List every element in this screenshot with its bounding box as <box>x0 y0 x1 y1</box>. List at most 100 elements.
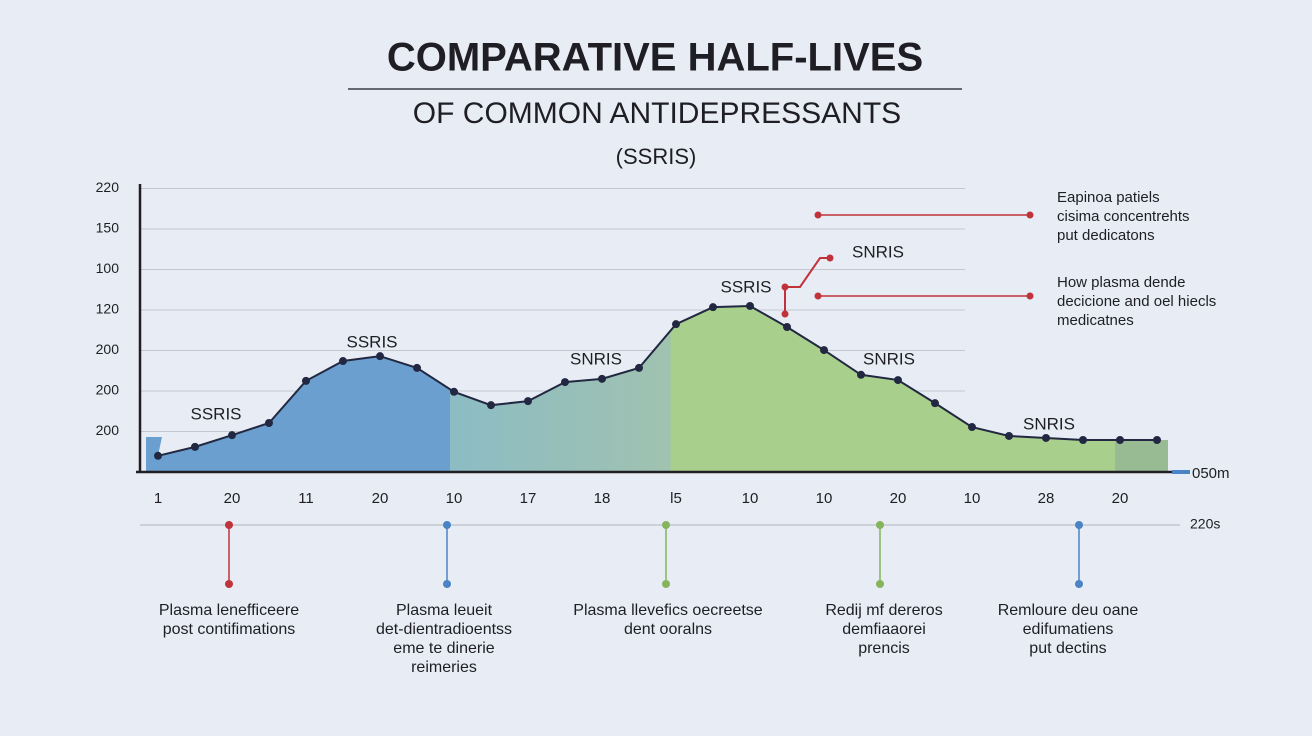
callout-text: demfiaaorei <box>842 621 926 638</box>
x-tick-label: 10 <box>816 490 833 507</box>
note-text: decicione and oel hiecls <box>1057 293 1216 310</box>
point <box>302 376 310 385</box>
callout-text: reimeries <box>411 659 477 676</box>
point <box>413 363 421 372</box>
y-tick-label: 150 <box>96 220 120 236</box>
area <box>146 305 1168 472</box>
point <box>1153 436 1161 445</box>
note-text: Eapinoa patiels <box>1057 189 1160 206</box>
connector-dot <box>781 310 789 318</box>
x-tick-label: 11 <box>298 490 314 507</box>
point <box>598 374 606 383</box>
note-text: cisima concentrehts <box>1057 208 1190 225</box>
point <box>1042 433 1050 442</box>
connector-dot <box>814 292 822 300</box>
connector-dot <box>781 283 789 291</box>
callout-text: Redij mf dereros <box>825 602 942 619</box>
x-tick-label: 17 <box>520 490 537 507</box>
point <box>228 431 236 440</box>
point <box>968 423 976 432</box>
point <box>1079 436 1087 445</box>
annotation: SNRIS <box>863 349 915 368</box>
x-tick-label: 20 <box>1112 490 1129 507</box>
annotation: SNRIS <box>852 242 904 261</box>
note-text: medicatnes <box>1057 312 1134 329</box>
callout-text: eme te dinerie <box>393 640 494 657</box>
point <box>857 370 865 379</box>
callout-text: put dectins <box>1029 640 1106 657</box>
x-tick-label: 10 <box>446 490 463 507</box>
pin-dot <box>443 521 451 529</box>
annotation: SNRIS <box>570 349 622 368</box>
line <box>157 304 1157 457</box>
x-tick-label: 28 <box>1038 490 1055 507</box>
connector-dot <box>826 254 834 262</box>
y-tick-label: 120 <box>96 301 120 317</box>
callout-text: prencis <box>858 640 910 657</box>
x-tick-label: 20 <box>372 490 389 507</box>
pin-dot <box>443 580 451 588</box>
y-tick-label: 200 <box>96 341 120 357</box>
point <box>894 376 902 385</box>
pin-dot <box>1075 521 1083 529</box>
point <box>931 399 939 408</box>
y-tick-label: 100 <box>96 260 120 276</box>
point <box>265 418 273 427</box>
x-tick-label: 20 <box>224 490 241 507</box>
pin-dot <box>1075 580 1083 588</box>
point <box>1116 436 1124 445</box>
point <box>672 320 680 329</box>
point <box>191 442 199 451</box>
y-tick-label: 200 <box>96 382 120 398</box>
connector-dot <box>1026 211 1034 219</box>
point <box>635 363 643 372</box>
point <box>709 303 717 312</box>
pin-dot <box>225 521 233 529</box>
axis-end-label: 220s <box>1190 516 1220 532</box>
x-tick-label: 18 <box>594 490 611 507</box>
pin-dot <box>662 521 670 529</box>
note-text: How plasma dende <box>1057 274 1185 291</box>
pin-dot <box>662 580 670 588</box>
callout-text: edifumatiens <box>1023 621 1114 638</box>
point <box>524 397 532 406</box>
y-tick-label: 200 <box>96 422 120 438</box>
pin-dot <box>876 521 884 529</box>
chart-title: COMPARATIVE HALF-LIVES <box>387 36 923 80</box>
annotation: SSRIS <box>190 404 241 423</box>
connector-dot <box>814 211 822 219</box>
connector-dot <box>1026 292 1034 300</box>
note-text: put dedicatons <box>1057 227 1155 244</box>
point <box>1005 431 1013 440</box>
point <box>561 378 569 387</box>
callout-text: Remloure deu oane <box>998 602 1139 619</box>
point <box>154 451 162 460</box>
annotation: SSRIS <box>720 277 771 296</box>
annotation: SSRIS <box>346 332 397 351</box>
callout-text: post contifimations <box>163 621 296 638</box>
x-tick-label: 20 <box>890 490 907 507</box>
chart-subtitle: (SSRIS) <box>616 144 697 169</box>
point <box>450 387 458 396</box>
point <box>376 352 384 361</box>
point <box>746 301 754 310</box>
point <box>820 346 828 355</box>
point <box>487 401 495 410</box>
callout-text: Plasma leueit <box>396 602 493 619</box>
callout-text: dent ooralns <box>624 621 712 638</box>
pin-dot <box>876 580 884 588</box>
x-tick-label: 10 <box>742 490 759 507</box>
annotation: SNRIS <box>1023 414 1075 433</box>
pin-dot <box>225 580 233 588</box>
callout-text: Plasma llevefics oecreetse <box>573 602 763 619</box>
callout-text: det-dientradioentss <box>376 621 512 638</box>
point <box>339 357 347 366</box>
chart-subtitle: OF COMMON ANTIDEPRESSANTS <box>413 97 901 130</box>
y-tick-label: 220 <box>96 179 120 195</box>
connector <box>784 257 830 314</box>
x-tick-label: 10 <box>964 490 981 507</box>
axis-end-label: 050m <box>1192 465 1230 482</box>
x-tick-label: l5 <box>670 490 682 507</box>
point <box>783 323 791 332</box>
